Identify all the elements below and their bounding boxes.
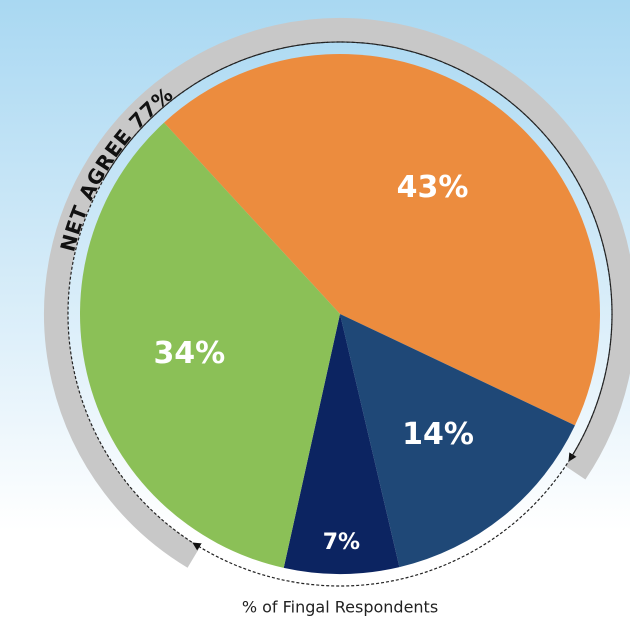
value-label: 14% [402,417,474,452]
ring-band [44,18,630,568]
pie-slice [79,122,340,568]
pie-slice [283,314,400,574]
value-label: 43% [397,170,469,205]
value-label: 34% [153,336,225,371]
pie-slice [164,54,600,426]
pie-slice [340,314,575,568]
pie: 43% 14% 7% 34% [79,54,600,574]
value-label: 7% [323,530,360,555]
caption: % of Fingal Respondents [242,598,438,617]
ring-dashes-left [103,41,613,587]
